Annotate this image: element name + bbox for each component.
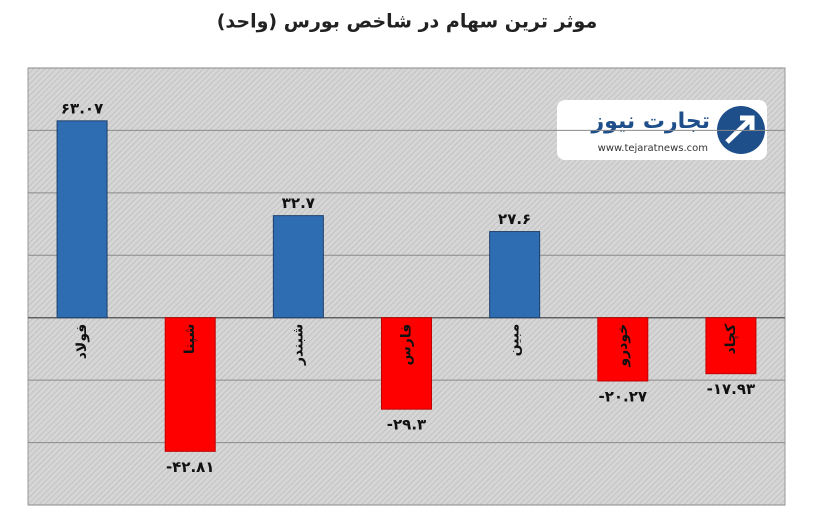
x-tick-label: شپنا <box>182 324 198 354</box>
value-label: -۱۷.۹۳ <box>707 380 756 398</box>
value-label: -۴۲.۸۱ <box>166 458 215 476</box>
value-label: ۲۷.۶ <box>498 210 531 228</box>
bar <box>56 120 108 319</box>
value-label: ۳۲.۷ <box>282 194 315 212</box>
x-tick-label: شبندر <box>290 324 306 366</box>
bar <box>164 317 216 452</box>
chart-title: موثر ترین سهام در شاخص بورس (واحد) <box>217 11 597 33</box>
bar <box>597 317 649 382</box>
bar <box>272 215 324 319</box>
value-label: ۶۳.۰۷ <box>61 99 103 117</box>
x-tick-label: فولاد <box>74 324 90 360</box>
value-label: -۲۹.۳ <box>387 416 426 434</box>
logo-name: تجارت نیوز <box>590 109 710 134</box>
value-label: -۲۰.۲۷ <box>599 387 648 405</box>
x-tick-label: خودرو <box>615 324 631 368</box>
x-tick-label: مبین <box>507 324 523 357</box>
x-tick-label: فارس <box>399 324 415 366</box>
bar <box>705 317 757 375</box>
logo-url: www.tejaratnews.com <box>598 143 708 154</box>
bar <box>489 231 541 319</box>
x-tick-label: کچاد <box>723 323 739 355</box>
bar <box>381 317 432 410</box>
